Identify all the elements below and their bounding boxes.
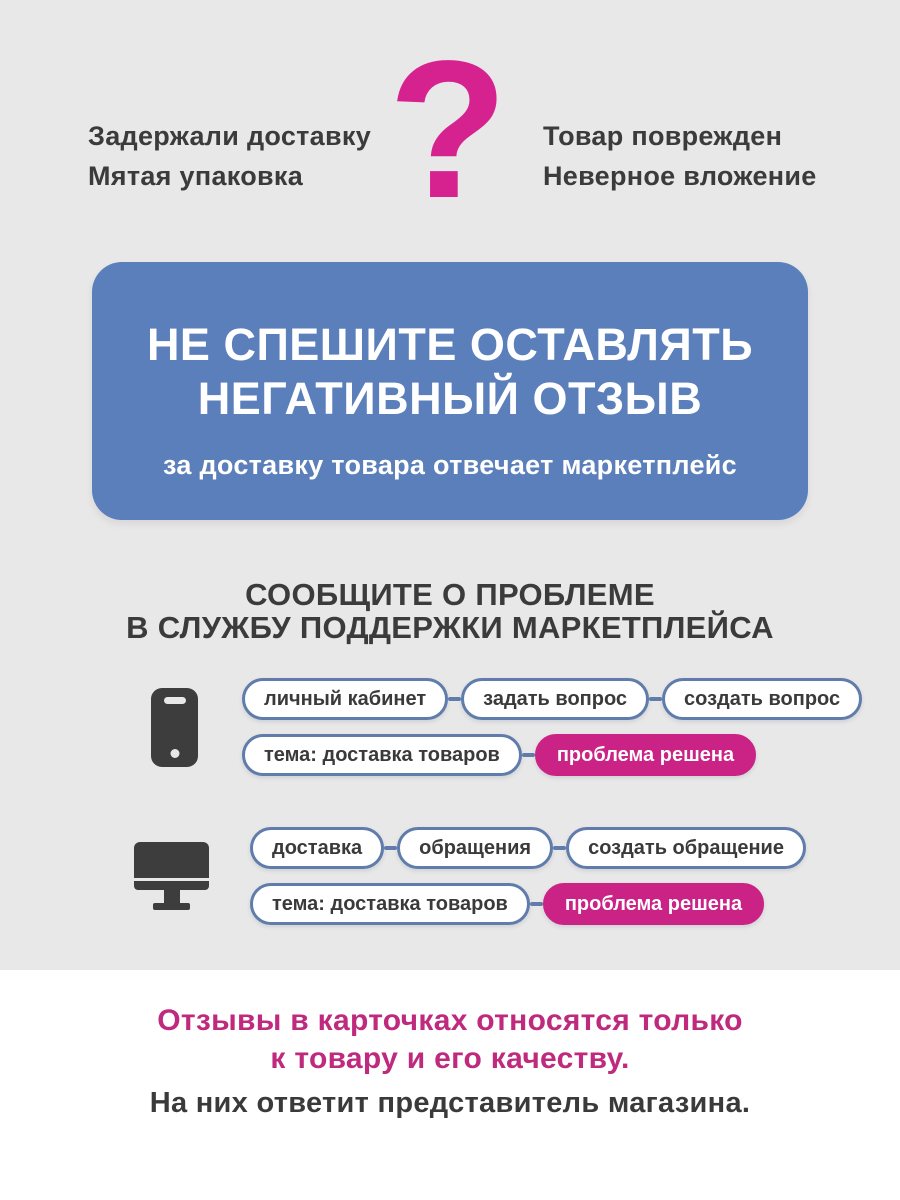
issue-line: Товар поврежден (543, 121, 783, 151)
phone-flow-result-row: тема: доставка товаров проблема решена (242, 734, 862, 776)
flow-connector (649, 697, 663, 701)
callout-banner: НЕ СПЕШИТЕ ОСТАВЛЯТЬ НЕГАТИВНЫЙ ОТЗЫВ за… (92, 262, 808, 520)
issue-line: Мятая упаковка (88, 161, 304, 191)
issue-line: Неверное вложение (543, 161, 817, 191)
desktop-icon (134, 842, 209, 910)
smartphone-icon (151, 688, 198, 767)
phone-flow-steps-row: личный кабинет задать вопрос создать воп… (242, 678, 863, 720)
flow-step-pill: обращения (397, 827, 554, 869)
flow-status-pill: проблема решена (542, 883, 765, 925)
monitor-stand-neck (163, 890, 180, 903)
desktop-flow: доставка обращения создать обращение тем… (250, 827, 806, 925)
flow-step-pill: личный кабинет (242, 678, 449, 720)
banner-title-line1: НЕ СПЕШИТЕ ОСТАВЛЯТЬ (146, 319, 754, 370)
monitor-screen (134, 842, 209, 878)
desktop-flow-steps-row: доставка обращения создать обращение (250, 827, 806, 869)
flow-connector (384, 846, 398, 850)
support-heading-line2: В СЛУЖБУ ПОДДЕРЖКИ МАРКЕТПЛЕЙСА (126, 610, 774, 645)
monitor-stand-base (153, 903, 190, 910)
support-heading-line1: СООБЩИТЕ О ПРОБЛЕМЕ (245, 577, 655, 612)
banner-title: НЕ СПЕШИТЕ ОСТАВЛЯТЬ НЕГАТИВНЫЙ ОТЗЫВ (92, 262, 808, 426)
flow-status-pill: проблема решена (534, 734, 757, 776)
phone-flow: личный кабинет задать вопрос создать воп… (242, 678, 863, 776)
footer-accent-line: Отзывы в карточках относятся только (157, 1004, 743, 1037)
footer-band (0, 970, 900, 1200)
banner-title-line2: НЕГАТИВНЫЙ ОТЗЫВ (197, 373, 703, 424)
support-heading: СООБЩИТЕ О ПРОБЛЕМЕ В СЛУЖБУ ПОДДЕРЖКИ М… (0, 578, 900, 644)
issue-line: Задержали доставку (88, 121, 372, 151)
flow-step-pill: создать обращение (566, 827, 806, 869)
flow-connector (553, 846, 567, 850)
flow-connector (521, 753, 535, 757)
flow-connector (448, 697, 462, 701)
flow-topic-pill: тема: доставка товаров (250, 883, 530, 925)
flow-connector (529, 902, 543, 906)
banner-subtitle: за доставку товара отвечает маркетплейс (162, 450, 738, 480)
desktop-flow-result-row: тема: доставка товаров проблема решена (250, 883, 806, 925)
flow-topic-pill: тема: доставка товаров (242, 734, 522, 776)
flow-step-pill: создать вопрос (662, 678, 863, 720)
product-issues-list: Товар поврежден Неверное вложение (543, 116, 817, 196)
footer-accent-line: к товару и его качеству. (270, 1042, 630, 1075)
footer-text: Отзывы в карточках относятся только к то… (0, 1002, 900, 1120)
question-mark-icon: ? (388, 20, 508, 239)
flow-step-pill: задать вопрос (461, 678, 650, 720)
monitor-chin (134, 881, 209, 890)
phone-speaker (163, 697, 186, 704)
delivery-issues-list: Задержали доставку Мятая упаковка (88, 116, 371, 196)
flow-step-pill: доставка (250, 827, 385, 869)
monitor-gap (134, 878, 209, 881)
phone-home-button (170, 749, 179, 758)
footer-note: На них ответит представитель магазина. (149, 1087, 751, 1119)
